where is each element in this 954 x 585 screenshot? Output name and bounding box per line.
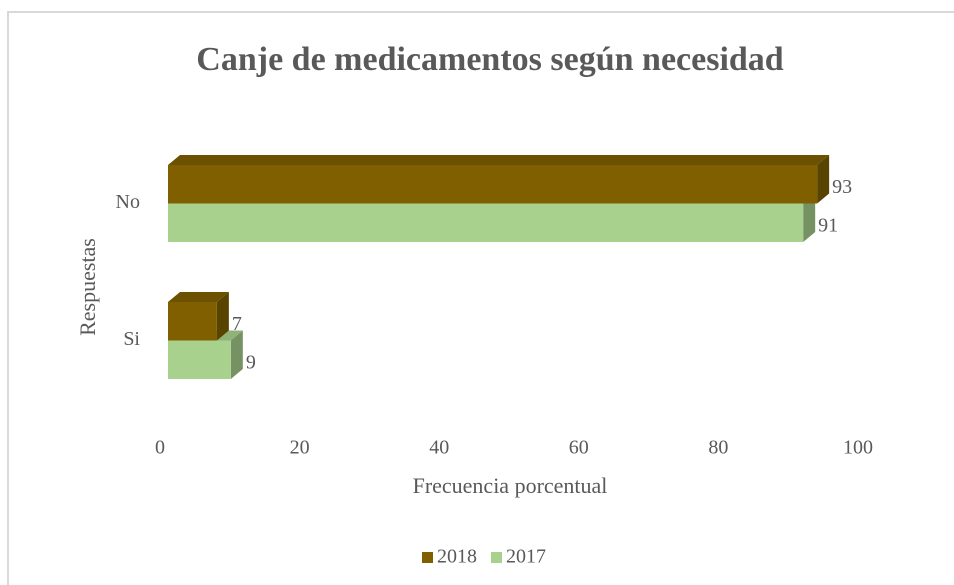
- data-label: 93: [832, 176, 852, 198]
- x-tick-label: 60: [569, 437, 589, 459]
- x-tick-label: 0: [155, 437, 165, 459]
- legend-label: 2018: [437, 546, 477, 568]
- bar: [168, 155, 830, 204]
- x-tick-label: 20: [290, 437, 310, 459]
- y-tick-label: Si: [123, 328, 140, 350]
- y-axis-label: Respuestas: [75, 238, 100, 336]
- legend-swatch: [422, 552, 433, 563]
- x-tick-label: 40: [429, 437, 449, 459]
- legend-swatch: [491, 552, 502, 563]
- bar-front: [168, 203, 804, 242]
- bar-front: [168, 340, 231, 379]
- bar-side: [216, 292, 229, 341]
- data-label: 7: [232, 313, 242, 335]
- x-tick-label: 80: [708, 437, 728, 459]
- legend-label: 2017: [506, 546, 546, 568]
- chart-frame: [7, 11, 954, 585]
- bar-front: [168, 165, 818, 204]
- bar-side: [803, 193, 816, 242]
- y-tick-label: No: [116, 191, 140, 213]
- chart-title: Canje de medicamentos según necesidad: [196, 41, 784, 78]
- data-label: 91: [818, 214, 838, 236]
- bar-front: [168, 302, 217, 341]
- x-tick-label: 100: [843, 437, 873, 459]
- bar-top: [168, 292, 229, 302]
- bar-side: [817, 155, 830, 204]
- bar-side: [230, 330, 243, 379]
- bar: [168, 292, 229, 341]
- x-axis-label: Frecuencia porcentual: [413, 473, 608, 498]
- data-label: 9: [246, 351, 256, 373]
- bar-top: [168, 155, 830, 165]
